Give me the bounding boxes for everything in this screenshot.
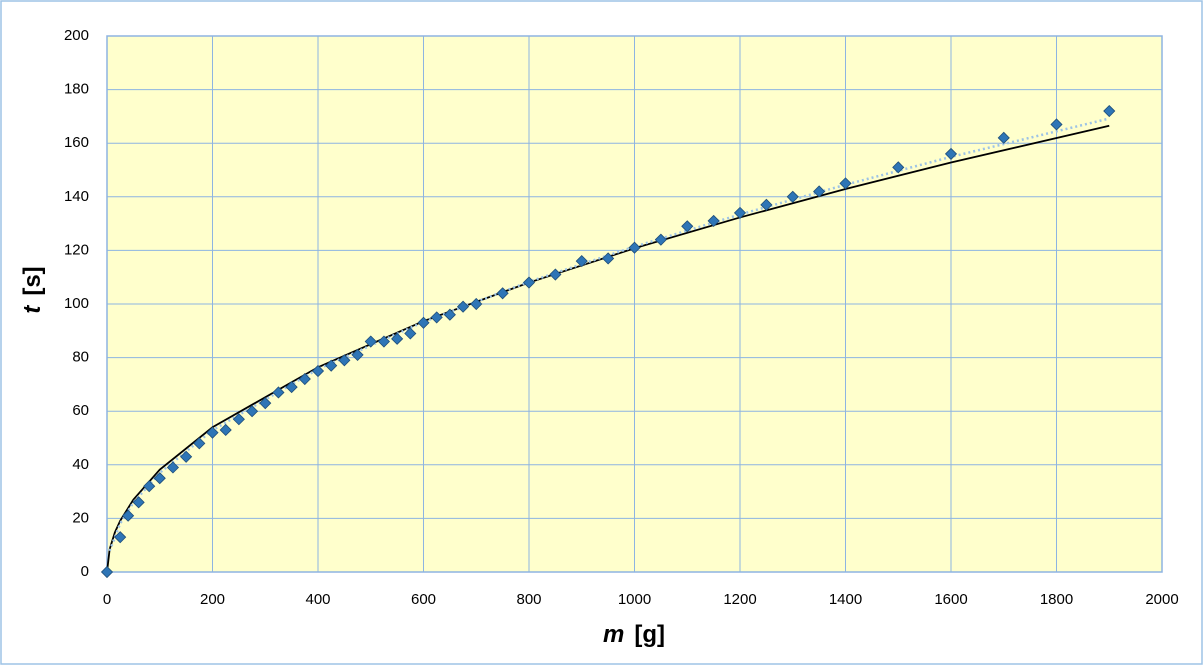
data-point [602, 252, 615, 265]
data-point [417, 316, 430, 329]
x-tick-label: 1400 [829, 591, 862, 608]
data-point [470, 297, 483, 311]
data-point [456, 300, 470, 313]
data-point [232, 413, 245, 426]
data-point [132, 496, 145, 509]
data-point [391, 332, 404, 345]
plot-border [106, 35, 1163, 573]
data-point [285, 381, 298, 394]
data-point [219, 423, 232, 437]
data-point [681, 220, 694, 233]
data-point [143, 480, 156, 493]
x-tick-label: 1200 [723, 591, 756, 608]
data-point [654, 233, 667, 246]
data-point [166, 461, 180, 474]
data-point [245, 405, 259, 418]
data-point [193, 437, 206, 450]
x-label-unit: [g] [634, 621, 665, 648]
y-tick-label: 20 [72, 509, 89, 526]
y-tick-label: 40 [72, 456, 89, 473]
x-axis-label: m [g] [603, 621, 665, 648]
data-point [114, 531, 127, 544]
data-point [839, 177, 852, 190]
data-point [522, 276, 536, 289]
data-point [364, 335, 377, 348]
data-point [325, 359, 338, 372]
data-point [707, 214, 720, 227]
data-point [575, 255, 588, 268]
x-tick-label: 400 [305, 591, 330, 608]
data-point [997, 131, 1010, 144]
data-point [733, 206, 747, 219]
data-point [1050, 118, 1063, 131]
x-tick-label: 600 [411, 591, 436, 608]
data-point [443, 308, 456, 321]
x-tick-label: 2000 [1145, 591, 1178, 608]
data-point [760, 198, 773, 211]
plot-area [106, 35, 1163, 573]
y-tick-label: 180 [64, 81, 89, 98]
data-point [298, 372, 311, 386]
data-point [338, 354, 351, 367]
y-tick-label: 140 [64, 188, 89, 205]
y-tick-label: 80 [72, 349, 89, 366]
y-label-unit: [s] [19, 266, 46, 295]
data-point [351, 348, 364, 361]
x-tick-label: 800 [516, 591, 541, 608]
data-point [496, 287, 509, 300]
data-point [272, 386, 285, 399]
data-point [813, 185, 826, 198]
data-point [944, 147, 958, 160]
x-tick-label: 200 [200, 591, 225, 608]
x-tick-label: 0 [103, 591, 111, 608]
data-point [206, 426, 219, 439]
x-tick-label: 1800 [1040, 591, 1073, 608]
y-label-symbol: t [19, 305, 46, 314]
data-point [122, 509, 135, 522]
data-point [404, 327, 417, 340]
y-tick-label: 160 [64, 134, 89, 151]
data-point [100, 565, 114, 579]
y-tick-label: 60 [72, 402, 89, 419]
data-point [549, 268, 562, 281]
y-tick-label: 120 [64, 241, 89, 258]
data-point [1103, 104, 1116, 118]
data-point [153, 472, 166, 485]
y-tick-label: 200 [64, 27, 89, 44]
data-point [786, 190, 799, 203]
y-tick-label: 100 [64, 295, 89, 312]
x-tick-label: 1000 [618, 591, 651, 608]
y-tick-label: 0 [81, 563, 89, 580]
data-point [259, 397, 272, 410]
data-point [892, 161, 905, 174]
x-label-symbol: m [603, 621, 624, 648]
data-point [180, 450, 193, 463]
x-tick-label: 1600 [934, 591, 967, 608]
y-axis-label: t [s] [19, 266, 46, 313]
data-point [311, 364, 325, 378]
data-point [430, 311, 443, 324]
data-point [628, 241, 641, 254]
data-point [377, 335, 391, 348]
